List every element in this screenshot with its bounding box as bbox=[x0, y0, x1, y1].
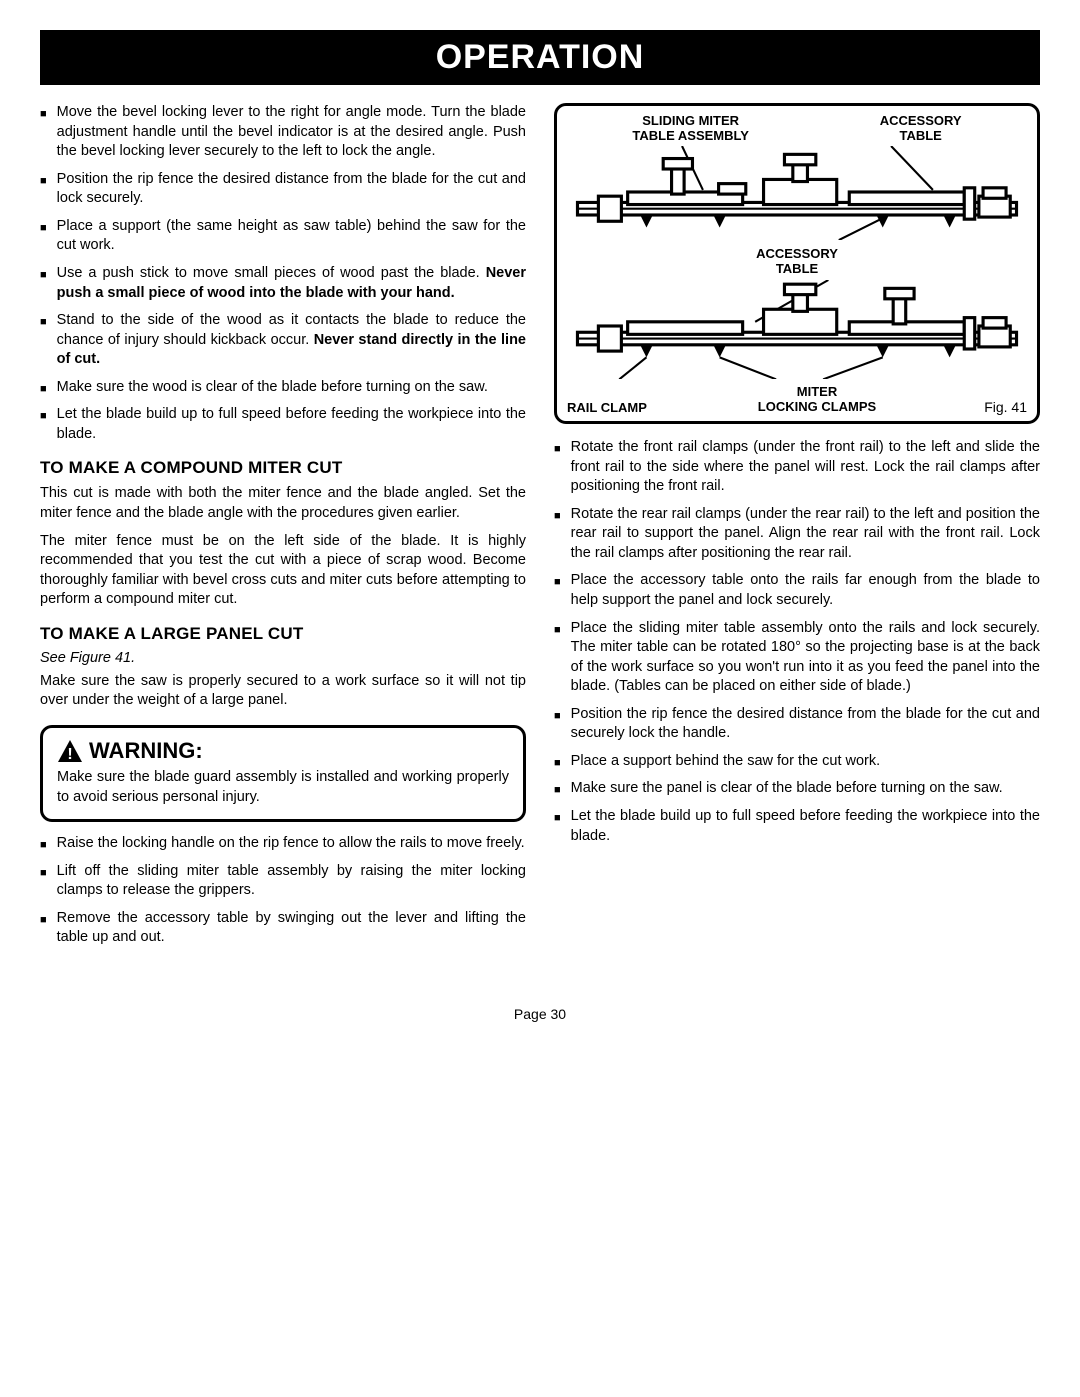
heading-large-panel: TO MAKE A LARGE PANEL CUT bbox=[40, 624, 526, 644]
bullet-list-3: Rotate the front rail clamps (under the … bbox=[554, 438, 1040, 846]
paragraph: Make sure the saw is properly secured to… bbox=[40, 672, 526, 711]
list-item: Place a support (the same height as saw … bbox=[40, 217, 526, 256]
list-item: Position the rip fence the desired dista… bbox=[554, 705, 1040, 744]
figure-41-box: SLIDING MITER TABLE ASSEMBLY ACCESSORY T… bbox=[554, 103, 1040, 424]
figure-bottom-label-row: RAIL CLAMP MITER LOCKING CLAMPS Fig. 41 bbox=[567, 385, 1027, 415]
figure-diagram-top bbox=[567, 146, 1027, 240]
list-item: Place a support behind the saw for the c… bbox=[554, 752, 1040, 772]
list-item: Position the rip fence the desired dista… bbox=[40, 170, 526, 209]
bullet-list-2: Raise the locking handle on the rip fenc… bbox=[40, 834, 526, 948]
list-item: Let the blade build up to full speed bef… bbox=[554, 807, 1040, 846]
content-columns: Move the bevel locking lever to the righ… bbox=[40, 103, 1040, 956]
bullet-list-1: Move the bevel locking lever to the righ… bbox=[40, 103, 526, 444]
list-item: Let the blade build up to full speed bef… bbox=[40, 405, 526, 444]
list-item: Lift off the sliding miter table assembl… bbox=[40, 862, 526, 901]
paragraph: This cut is made with both the miter fen… bbox=[40, 484, 526, 523]
list-item: Rotate the front rail clamps (under the … bbox=[554, 438, 1040, 497]
list-item: Move the bevel locking lever to the righ… bbox=[40, 103, 526, 162]
list-item: Stand to the side of the wood as it cont… bbox=[40, 311, 526, 370]
warning-title-text: WARNING: bbox=[89, 738, 203, 764]
warning-heading: ! WARNING: bbox=[57, 738, 509, 764]
right-column: SLIDING MITER TABLE ASSEMBLY ACCESSORY T… bbox=[554, 103, 1040, 956]
see-figure-ref: See Figure 41. bbox=[40, 650, 526, 666]
figure-top-label-row: SLIDING MITER TABLE ASSEMBLY ACCESSORY T… bbox=[567, 114, 1027, 144]
figure-number: Fig. 41 bbox=[957, 399, 1027, 415]
label-accessory-table-center: ACCESSORY TABLE bbox=[567, 247, 1027, 277]
left-column: Move the bevel locking lever to the righ… bbox=[40, 103, 526, 956]
list-item: Place the accessory table onto the rails… bbox=[554, 571, 1040, 610]
list-item: Rotate the rear rail clamps (under the r… bbox=[554, 505, 1040, 564]
label-miter-locking-clamps: MITER LOCKING CLAMPS bbox=[677, 385, 957, 415]
list-item: Make sure the wood is clear of the blade… bbox=[40, 378, 526, 398]
page-title: OPERATION bbox=[40, 30, 1040, 85]
figure-diagram-bottom bbox=[567, 280, 1027, 379]
list-item: Remove the accessory table by swinging o… bbox=[40, 909, 526, 948]
list-item: Raise the locking handle on the rip fenc… bbox=[40, 834, 526, 854]
list-item: Place the sliding miter table assembly o… bbox=[554, 619, 1040, 697]
svg-text:!: ! bbox=[67, 746, 72, 763]
label-rail-clamp: RAIL CLAMP bbox=[567, 400, 677, 415]
heading-compound-miter: TO MAKE A COMPOUND MITER CUT bbox=[40, 458, 526, 478]
list-item: Use a push stick to move small pieces of… bbox=[40, 264, 526, 303]
label-sliding-miter: SLIDING MITER TABLE ASSEMBLY bbox=[632, 114, 749, 144]
page-number: Page 30 bbox=[40, 1006, 1040, 1022]
list-item: Make sure the panel is clear of the blad… bbox=[554, 779, 1040, 799]
warning-box: ! WARNING: Make sure the blade guard ass… bbox=[40, 725, 526, 822]
paragraph: The miter fence must be on the left side… bbox=[40, 532, 526, 610]
label-accessory-table-top: ACCESSORY TABLE bbox=[880, 114, 962, 144]
warning-triangle-icon: ! bbox=[57, 739, 83, 763]
warning-body-text: Make sure the blade guard assembly is in… bbox=[57, 768, 509, 807]
